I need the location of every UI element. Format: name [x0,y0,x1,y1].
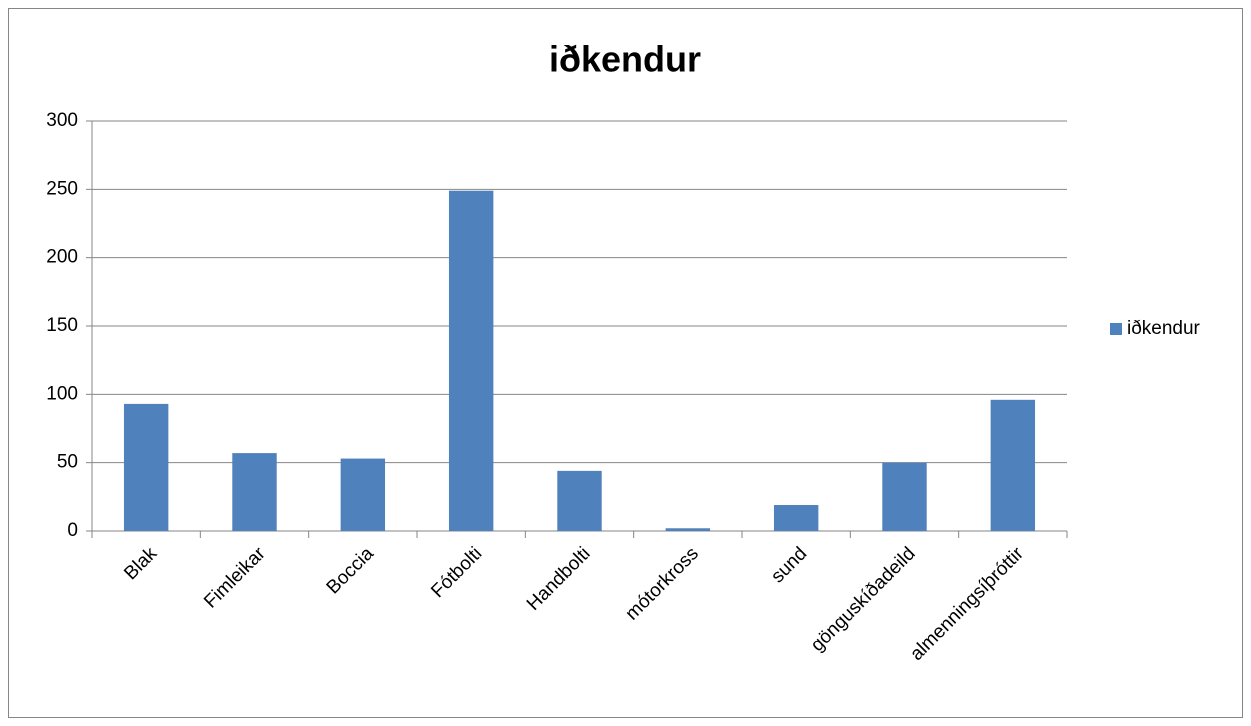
legend-swatch [1110,323,1122,335]
bar [557,470,602,531]
bar [773,505,819,531]
y-tick-label: 250 [46,178,78,199]
y-tick-label: 200 [46,247,78,268]
legend-label: iðkendur [1127,318,1201,339]
bar [990,399,1036,531]
bar [882,462,927,531]
chart-frame [8,8,1243,718]
chart-title: iðkendur [549,39,701,80]
y-tick-label: 100 [46,383,78,404]
y-tick-label: 0 [67,520,78,541]
bar [448,190,494,531]
y-tick-label: 150 [46,315,78,336]
y-tick-label: 50 [57,452,78,473]
bar [340,458,386,531]
bar [232,453,277,531]
bar [123,403,169,531]
bar [665,528,711,531]
y-tick-label: 300 [46,110,78,131]
